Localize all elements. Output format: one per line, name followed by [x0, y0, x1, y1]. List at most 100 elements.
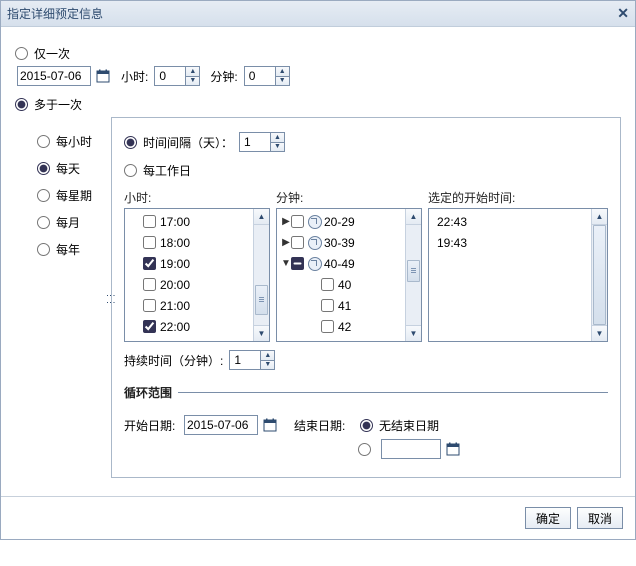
- scrollbar[interactable]: ▲ ▼: [405, 209, 421, 341]
- calendar-icon[interactable]: [95, 68, 111, 84]
- expand-icon[interactable]: ▶: [281, 237, 291, 248]
- scroll-thumb[interactable]: [407, 260, 420, 282]
- minute-group-checkbox[interactable]: [291, 257, 304, 270]
- scroll-track[interactable]: [406, 225, 421, 325]
- range-fieldset: 循环范围 开始日期: 结束日期: 无结束日期: [124, 384, 608, 463]
- minute-label: 42: [338, 320, 351, 334]
- freq-radio[interactable]: [37, 243, 50, 256]
- no-end-label: 无结束日期: [379, 417, 439, 434]
- freq-option: 每星期: [37, 187, 111, 204]
- workday-radio[interactable]: [124, 164, 137, 177]
- clock-icon: [308, 236, 322, 250]
- spin-up-icon[interactable]: ▲: [261, 351, 274, 361]
- freq-option: 每月: [37, 214, 111, 231]
- scroll-down-icon[interactable]: ▼: [592, 325, 607, 341]
- start-date-label: 开始日期:: [124, 417, 184, 434]
- minute-group[interactable]: ▶20-29: [281, 211, 401, 232]
- cancel-button[interactable]: 取消: [577, 507, 623, 529]
- scrollbar[interactable]: ▲ ▼: [591, 209, 607, 341]
- hour-item[interactable]: 23:00: [129, 337, 249, 341]
- hour-checkbox[interactable]: [143, 320, 156, 333]
- spin-up-icon[interactable]: ▲: [186, 67, 199, 77]
- minutes-listbox[interactable]: ▶20-29▶30-39▼40-49 40 41 42 43 ▲ ▼: [276, 208, 422, 342]
- minute-label: 40: [338, 278, 351, 292]
- minute-item[interactable]: 43: [281, 337, 401, 341]
- spin-down-icon[interactable]: ▼: [271, 143, 284, 152]
- hour-checkbox[interactable]: [143, 278, 156, 291]
- hour-item[interactable]: 17:00: [129, 211, 249, 232]
- end-date-input[interactable]: [381, 439, 441, 459]
- minute-group[interactable]: ▼40-49: [281, 253, 401, 274]
- spin-up-icon[interactable]: ▲: [271, 133, 284, 143]
- hour-checkbox[interactable]: [143, 236, 156, 249]
- range-row1: 开始日期: 结束日期: 无结束日期: [124, 415, 608, 435]
- scrollbar[interactable]: ▲ ▼: [253, 209, 269, 341]
- splitter-handle-icon[interactable]: ⋮⋮: [106, 291, 116, 305]
- once-minute-input[interactable]: [245, 67, 275, 85]
- expand-icon[interactable]: ▶: [281, 216, 291, 227]
- recur-radio[interactable]: [15, 98, 28, 111]
- hour-item[interactable]: 20:00: [129, 274, 249, 295]
- scroll-track[interactable]: [254, 225, 269, 325]
- scroll-up-icon[interactable]: ▲: [406, 209, 421, 225]
- interval-label: 时间间隔（天）：: [143, 134, 233, 151]
- start-date-input[interactable]: [184, 415, 258, 435]
- scroll-up-icon[interactable]: ▲: [592, 209, 607, 225]
- duration-input[interactable]: [230, 351, 260, 369]
- freq-option: 每小时: [37, 133, 111, 150]
- minute-group-checkbox[interactable]: [291, 215, 304, 228]
- calendar-icon[interactable]: [445, 441, 461, 457]
- hour-item[interactable]: 19:00: [129, 253, 249, 274]
- hour-item[interactable]: 22:00: [129, 316, 249, 337]
- minute-label: 41: [338, 299, 351, 313]
- minute-group-checkbox[interactable]: [291, 236, 304, 249]
- selected-time-item[interactable]: 22:43: [433, 211, 587, 232]
- spin-down-icon[interactable]: ▼: [261, 361, 274, 370]
- scroll-down-icon[interactable]: ▼: [406, 325, 421, 341]
- hour-label: 20:00: [160, 278, 190, 292]
- scroll-thumb[interactable]: [593, 225, 606, 325]
- minute-checkbox[interactable]: [321, 299, 334, 312]
- minute-checkbox[interactable]: [321, 278, 334, 291]
- minute-group[interactable]: ▶30-39: [281, 232, 401, 253]
- spin-down-icon[interactable]: ▼: [186, 77, 199, 86]
- interval-input[interactable]: [240, 133, 270, 151]
- once-date-input[interactable]: [17, 66, 91, 86]
- hour-checkbox[interactable]: [143, 257, 156, 270]
- end-on-radio[interactable]: [358, 443, 371, 456]
- minute-item[interactable]: 40: [281, 274, 401, 295]
- once-hour-spinner: ▲▼: [154, 66, 200, 86]
- selected-time-item[interactable]: 19:43: [433, 232, 587, 253]
- hour-item[interactable]: 18:00: [129, 232, 249, 253]
- minute-checkbox[interactable]: [321, 320, 334, 333]
- freq-radio[interactable]: [37, 189, 50, 202]
- close-icon[interactable]: ✕: [617, 5, 629, 22]
- freq-radio[interactable]: [37, 162, 50, 175]
- scroll-thumb[interactable]: [255, 285, 268, 315]
- expand-icon[interactable]: ▼: [281, 258, 291, 269]
- minute-item[interactable]: 42: [281, 316, 401, 337]
- freq-option: 每天: [37, 160, 111, 177]
- spin-down-icon[interactable]: ▼: [276, 77, 289, 86]
- hour-checkbox[interactable]: [143, 299, 156, 312]
- interval-radio[interactable]: [124, 136, 137, 149]
- selected-listbox[interactable]: 22:4319:43 ▲ ▼: [428, 208, 608, 342]
- once-label: 仅一次: [34, 45, 70, 62]
- calendar-icon[interactable]: [262, 417, 278, 433]
- freq-radio[interactable]: [37, 135, 50, 148]
- once-hour-input[interactable]: [155, 67, 185, 85]
- spin-up-icon[interactable]: ▲: [276, 67, 289, 77]
- scroll-track[interactable]: [592, 225, 607, 325]
- scroll-up-icon[interactable]: ▲: [254, 209, 269, 225]
- ok-button[interactable]: 确定: [525, 507, 571, 529]
- main-split: 每小时每天每星期每月每年 ⋮⋮ 时间间隔（天）： ▲▼ 每工作日: [15, 117, 621, 478]
- scroll-down-icon[interactable]: ▼: [254, 325, 269, 341]
- freq-radio[interactable]: [37, 216, 50, 229]
- hour-checkbox[interactable]: [143, 215, 156, 228]
- minute-item[interactable]: 41: [281, 295, 401, 316]
- no-end-radio[interactable]: [360, 419, 373, 432]
- once-minute-spinner: ▲▼: [244, 66, 290, 86]
- hours-listbox[interactable]: 17:0018:0019:00 20:00 21:0022:0023:00 ▲ ▼: [124, 208, 270, 342]
- once-radio[interactable]: [15, 47, 28, 60]
- hour-item[interactable]: 21:00: [129, 295, 249, 316]
